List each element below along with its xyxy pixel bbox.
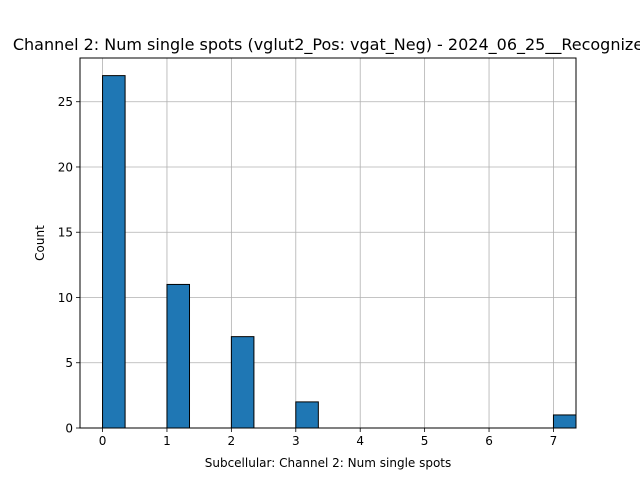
chart-title: Channel 2: Num single spots (vglut2_Pos:… [13,35,640,55]
y-tick-label: 0 [65,422,73,436]
histogram-bar [166,283,191,429]
y-tick-label: 25 [58,95,73,109]
histogram-bar [552,414,577,429]
histogram-bar [230,336,255,429]
x-tick-label: 4 [356,434,364,448]
x-tick-label: 5 [421,434,429,448]
x-tick-label: 3 [292,434,300,448]
x-tick-label: 2 [228,434,236,448]
y-tick-label: 10 [58,291,73,305]
axis-ticks: 0 1 2 3 4 5 6 7 0 5 10 15 20 25 [58,95,558,448]
y-tick-label: 5 [65,356,73,370]
plot-frame [79,57,577,429]
histogram-bar [102,75,126,429]
y-axis-label: Count [33,225,47,261]
x-tick-label: 7 [550,434,558,448]
x-axis-label: Subcellular: Channel 2: Num single spots [205,456,452,470]
y-tick-label: 15 [58,226,73,240]
x-tick-label: 0 [99,434,107,448]
x-tick-label: 1 [163,434,171,448]
grid-lines [80,58,576,429]
x-tick-label: 6 [485,434,493,448]
histogram-bar [295,401,319,429]
y-tick-label: 20 [58,160,73,174]
